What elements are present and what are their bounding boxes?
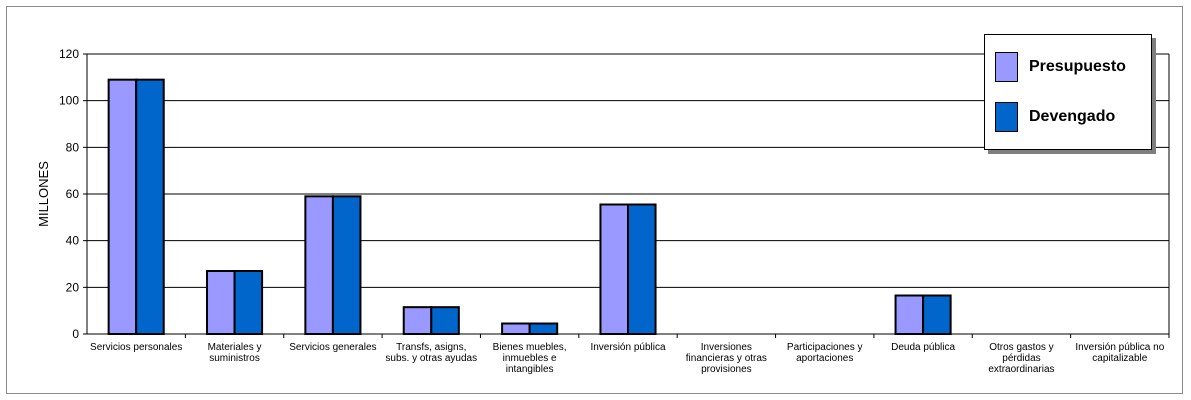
bar-presupuesto: [501, 322, 531, 335]
legend-label-presupuesto: Presupuesto: [1029, 58, 1126, 75]
y-axis-label: MILLONES: [36, 161, 51, 227]
x-tick-label: Bienes muebles, inmuebles e intangibles: [493, 342, 567, 375]
y-tick-label: 60: [66, 187, 80, 201]
bar-presupuesto: [894, 294, 925, 335]
y-tick-label: 120: [59, 47, 79, 61]
bar-devengado: [331, 195, 362, 335]
bar-presupuesto: [206, 270, 236, 335]
bar-presupuesto: [304, 195, 334, 335]
x-tick-label: Inversión pública no capitalizable: [1075, 342, 1164, 364]
y-tick-label: 40: [66, 234, 80, 248]
x-tick-label: Materiales y suministros: [208, 342, 262, 364]
legend-swatch-presupuesto: [995, 52, 1018, 82]
y-tick-label: 0: [72, 327, 79, 341]
bar-devengado: [528, 322, 559, 335]
bar-devengado: [430, 306, 460, 335]
legend-item-presupuesto: Presupuesto: [995, 52, 1126, 82]
x-tick-label: Inversión pública: [590, 342, 665, 353]
x-tick-label: Servicios personales: [90, 342, 182, 353]
x-tick-label: Inversiones financieras y otras provisione…: [686, 342, 767, 375]
bar-devengado: [233, 270, 264, 335]
legend-swatch-devengado: [995, 102, 1018, 132]
bar-devengado: [922, 294, 952, 335]
legend-label-devengado: Devengado: [1029, 108, 1116, 125]
bar-presupuesto: [107, 78, 138, 335]
y-tick-label: 80: [66, 140, 80, 154]
y-tick-label: 100: [59, 94, 79, 108]
chart-legend: Presupuesto Devengado: [984, 34, 1152, 150]
x-tick-label: Otros gastos y pérdidas extraordinarias: [988, 342, 1054, 375]
bar-devengado: [135, 78, 165, 335]
x-tick-label: Deuda pública: [891, 342, 955, 353]
x-tick-label: Participaciones y aportaciones: [787, 342, 863, 364]
bar-presupuesto: [599, 203, 630, 335]
x-tick-label: Servicios generales: [289, 342, 376, 353]
legend-item-devengado: Devengado: [995, 102, 1115, 132]
bar-presupuesto: [402, 306, 433, 335]
bar-devengado: [627, 203, 657, 335]
x-tick-label: Transfs, asigns, subs. y otras ayudas: [385, 342, 477, 364]
y-tick-label: 20: [66, 280, 80, 294]
